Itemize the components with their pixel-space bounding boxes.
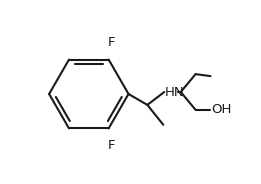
Text: F: F [108, 139, 115, 152]
Text: HN: HN [165, 86, 185, 98]
Text: OH: OH [211, 103, 231, 116]
Text: F: F [108, 36, 115, 49]
